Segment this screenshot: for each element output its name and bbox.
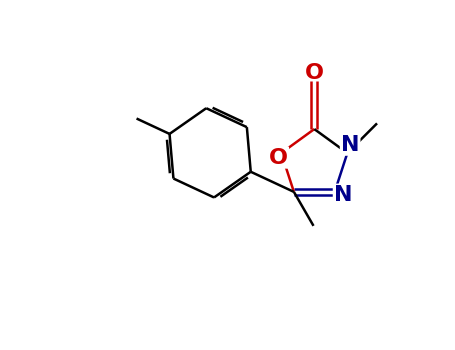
Text: N: N (341, 135, 359, 155)
Text: O: O (305, 63, 324, 83)
Text: N: N (334, 185, 352, 205)
Text: O: O (269, 148, 288, 168)
